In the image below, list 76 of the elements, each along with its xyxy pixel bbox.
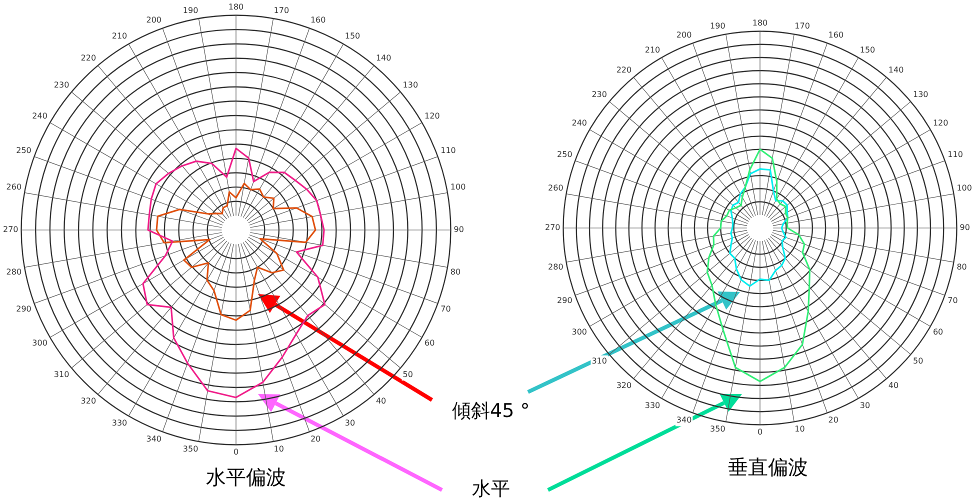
- spoke-label: 50: [402, 370, 413, 379]
- spoke-label: 130: [402, 80, 418, 90]
- spoke-label: 320: [616, 380, 632, 390]
- spoke-label: 120: [424, 111, 440, 120]
- spoke-label: 60: [932, 328, 944, 337]
- spoke-label: 90: [960, 223, 970, 232]
- spoke-label: 220: [80, 53, 96, 62]
- spoke-label: 40: [888, 380, 899, 390]
- spoke-label: 70: [948, 296, 958, 306]
- spoke-label: 150: [860, 45, 876, 54]
- spoke-label: 330: [644, 400, 660, 410]
- spoke-label: 110: [948, 150, 963, 159]
- spoke-label: 340: [146, 434, 162, 444]
- spoke-label: 200: [676, 30, 692, 40]
- spoke-label: 180: [228, 2, 244, 12]
- text: 水平: [470, 476, 512, 502]
- spoke-label: 320: [80, 396, 96, 406]
- spoke-label: 160: [828, 30, 844, 40]
- spoke-label: 250: [16, 146, 32, 155]
- spoke-label: 110: [440, 146, 456, 155]
- spoke-label: 300: [32, 338, 48, 348]
- spoke-label: 170: [274, 6, 290, 15]
- spoke-label: 160: [310, 16, 326, 25]
- spoke-label: 50: [913, 356, 924, 366]
- spoke-label: 190: [710, 22, 726, 31]
- spoke-label: 330: [112, 418, 128, 428]
- spoke-label: 170: [794, 22, 810, 31]
- spoke-label: 240: [32, 111, 48, 120]
- text: 傾斜45 °: [450, 398, 532, 424]
- spoke-label: 260: [548, 184, 564, 193]
- spoke-label: 130: [913, 90, 928, 99]
- spoke-label: 190: [182, 6, 198, 15]
- spoke-label: 140: [376, 53, 392, 62]
- spoke-label: 210: [112, 32, 128, 41]
- spoke-label: 10: [274, 444, 284, 454]
- spoke-label: 230: [54, 80, 70, 90]
- spoke-label: 140: [888, 65, 904, 74]
- spoke-label: 150: [344, 32, 360, 41]
- spoke-label: 100: [956, 184, 972, 193]
- text: 垂直偏波: [727, 454, 809, 481]
- spoke-label: 100: [450, 182, 466, 192]
- spoke-label: 250: [557, 150, 572, 159]
- spoke-label: 220: [616, 65, 632, 74]
- spoke-label: 30: [344, 418, 356, 428]
- spoke-label: 260: [6, 182, 22, 192]
- spoke-label: 270: [544, 223, 560, 232]
- spoke-label: 310: [592, 356, 607, 366]
- spoke-label: 10: [794, 424, 805, 434]
- spoke-label: 240: [572, 118, 588, 128]
- text: 水平偏波: [205, 464, 287, 491]
- spoke-label: 200: [146, 16, 162, 25]
- spoke-label: 20: [828, 416, 838, 425]
- spoke-label: 300: [572, 328, 588, 337]
- spoke-label: 80: [956, 262, 967, 272]
- spoke-label: 350: [182, 444, 198, 454]
- spoke-label: 30: [860, 400, 870, 410]
- spoke-label: 0: [233, 448, 239, 457]
- spoke-label: 210: [644, 45, 660, 54]
- spoke-label: 20: [310, 434, 321, 444]
- spoke-label: 40: [376, 396, 386, 406]
- spoke-label: 340: [676, 416, 692, 425]
- spoke-label: 280: [548, 262, 564, 272]
- spoke-label: 180: [752, 18, 768, 28]
- spoke-label: 90: [454, 225, 464, 234]
- spoke-label: 270: [2, 225, 18, 234]
- spoke-label: 290: [557, 296, 572, 306]
- spoke-label: 280: [6, 268, 22, 277]
- spoke-label: 80: [450, 268, 461, 277]
- spoke-label: 60: [424, 338, 435, 348]
- spoke-label: 290: [16, 304, 32, 314]
- spoke-label: 70: [440, 304, 451, 314]
- spoke-label: 0: [757, 428, 763, 437]
- spoke-label: 120: [932, 118, 948, 128]
- spoke-label: 310: [54, 370, 70, 379]
- spoke-label: 350: [710, 424, 726, 434]
- spoke-label: 230: [592, 90, 607, 99]
